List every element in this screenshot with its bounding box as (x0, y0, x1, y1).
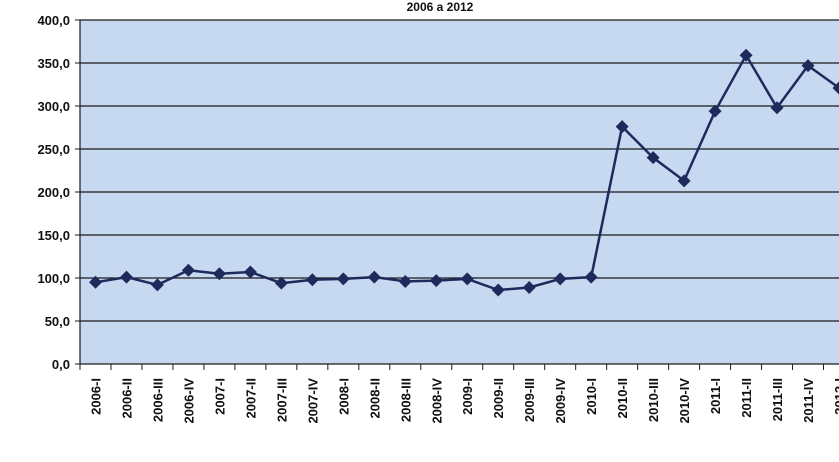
data-point (429, 274, 443, 288)
x-tick-label: 2007-I (212, 378, 227, 415)
x-tick-label: 2010-IV (677, 378, 692, 424)
x-tick-label: 2009-III (522, 378, 537, 422)
x-tick-label: 2006-III (150, 378, 165, 422)
x-tick-label: 2011-II (739, 378, 754, 418)
data-point (832, 81, 839, 95)
data-point (460, 272, 474, 286)
data-point (708, 104, 722, 118)
data-point (212, 267, 226, 281)
y-tick-label: 100,0 (37, 271, 70, 286)
x-tick-label: 2009-IV (553, 378, 568, 424)
data-point (336, 272, 350, 286)
chart-title: 2006 a 2012 (407, 0, 474, 14)
y-tick-label: 150,0 (37, 228, 70, 243)
y-tick-label: 200,0 (37, 185, 70, 200)
data-point (801, 59, 815, 73)
x-tick-label: 2010-III (646, 378, 661, 422)
data-point (615, 120, 629, 134)
x-tick-label: 2010-II (615, 378, 630, 418)
data-point (553, 272, 567, 286)
data-point (274, 276, 288, 290)
data-point (150, 278, 164, 292)
y-tick-label: 0,0 (52, 357, 70, 372)
x-tick-label: 2006-I (88, 378, 103, 415)
x-tick-label: 2008-III (398, 378, 413, 422)
x-tick-label: 2008-II (367, 378, 382, 418)
x-tick-label: 2011-III (770, 378, 785, 421)
data-point (181, 263, 195, 277)
x-tick-label: 2011-IV (801, 378, 816, 423)
x-tick-label: 2007-IV (305, 378, 320, 424)
x-tick-label: 2012-I (832, 378, 839, 415)
y-tick-label: 350,0 (37, 56, 70, 71)
x-tick-label: 2006-II (119, 378, 134, 418)
data-point (584, 270, 598, 284)
x-tick-label: 2009-II (491, 378, 506, 418)
data-point (243, 265, 257, 279)
data-point (491, 283, 505, 297)
data-point (305, 273, 319, 287)
x-tick-label: 2011-I (708, 378, 723, 414)
data-point (677, 174, 691, 188)
x-tick-label: 2007-II (243, 378, 258, 418)
x-tick-label: 2006-IV (181, 378, 196, 424)
x-tick-label: 2010-I (584, 378, 599, 415)
data-point (646, 151, 660, 165)
x-tick-label: 2007-III (274, 378, 289, 422)
x-tick-label: 2008-I (336, 378, 351, 415)
data-point (770, 101, 784, 115)
x-tick-label: 2008-IV (429, 378, 444, 424)
data-point (398, 274, 412, 288)
y-tick-label: 400,0 (37, 13, 70, 28)
data-point (739, 48, 753, 62)
data-point (88, 275, 102, 289)
x-tick-label: 2009-I (460, 378, 475, 415)
y-tick-label: 50,0 (45, 314, 70, 329)
data-point (522, 280, 536, 294)
data-point (119, 270, 133, 284)
y-tick-label: 300,0 (37, 99, 70, 114)
y-tick-label: 250,0 (37, 142, 70, 157)
data-point (367, 270, 381, 284)
